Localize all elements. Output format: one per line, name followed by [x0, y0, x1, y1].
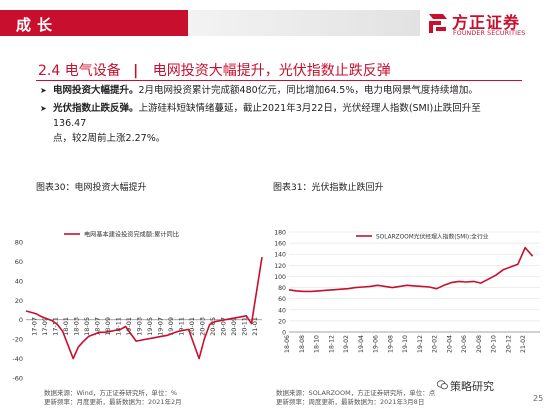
y-tick-label: 40 [278, 307, 286, 314]
section-tag: 成长 [16, 14, 58, 35]
x-tick-label: 18-06 [284, 335, 291, 353]
x-tick-label: 19-08 [387, 335, 394, 353]
y-tick-label: 40 [15, 277, 23, 285]
x-tick-label: 20-10 [491, 335, 498, 353]
y-tick-label: 60 [15, 258, 23, 266]
page-heading: 2.4 电气设备 | 电网投资大幅提升，光伏指数止跌反弹 [38, 60, 391, 80]
series-line [26, 257, 262, 359]
y-tick-label: 80 [278, 285, 286, 292]
y-tick-label: 80 [15, 239, 23, 247]
figure-31-title: 图表31：光伏指数止跌回升 [273, 180, 383, 193]
x-tick-label: 19-04 [358, 335, 365, 353]
y-tick-label: -40 [12, 355, 23, 363]
y-tick-label: 180 [274, 230, 286, 237]
legend-label: 电网基本建设投资完成额:累计同比 [84, 231, 179, 239]
x-tick-label: 18-03 [72, 317, 80, 336]
x-tick-label: 19-11 [177, 317, 185, 336]
bullet-arrow-icon: ➤ [40, 101, 47, 116]
x-tick-label: 19-03 [135, 317, 143, 336]
header-bar: 成长 方正证券 FOUNDER SECURITIES [0, 0, 550, 44]
heading-number: 2.4 电气设备 [38, 63, 121, 79]
y-tick-label: -20 [12, 336, 23, 344]
figure-30-title: 图表30：电网投资大幅提升 [36, 180, 146, 193]
x-tick-label: 20-04 [446, 335, 453, 353]
x-tick-label: 18-09 [104, 317, 112, 336]
y-tick-label: 20 [15, 297, 23, 305]
bullet-text: 电网投资大幅提升。2月电网投资累计完成额480亿元，同比增加64.5%，电力电网… [53, 83, 510, 98]
page-number: 25 [533, 394, 543, 403]
bullet-grid-investment: ➤ 电网投资大幅提升。2月电网投资累计完成额480亿元，同比增加64.5%，电力… [40, 83, 510, 98]
update-line: 更新频率：周度更新，最新数据为：2021年3月8日 [276, 398, 435, 407]
x-tick-label: 19-07 [156, 317, 164, 336]
heading-title: 电网投资大幅提升，光伏指数止跌反弹 [153, 63, 391, 79]
x-tick-label: 21-02 [520, 335, 527, 353]
bullet-body: 2月电网投资累计完成额480亿元，同比增加64.5%，电力电网景气度持续增加。 [139, 85, 478, 96]
wechat-icon [437, 380, 448, 390]
x-tick-label: 19-05 [146, 317, 154, 336]
x-tick-label: 20-12 [505, 335, 512, 353]
x-tick-label: 18-08 [299, 335, 306, 353]
x-tick-label: 17-07 [30, 317, 38, 336]
bullet-arrow-icon: ➤ [40, 83, 47, 98]
source-line: 数据来源：Wind，方正证券研究所，单位：% [44, 389, 182, 398]
x-tick-label: 20-02 [432, 335, 439, 353]
x-tick-label: 20-09 [230, 317, 238, 336]
y-tick-label: 100 [274, 274, 286, 281]
bullet-text: 光伏指数止跌反弹。上游硅料短缺情绪蔓延，截止2021年3月22日，光伏经理人指数… [53, 101, 510, 146]
y-tick-label: 60 [278, 296, 286, 303]
bullet-solar-index: ➤ 光伏指数止跌反弹。上游硅料短缺情绪蔓延，截止2021年3月22日，光伏经理人… [40, 101, 510, 146]
logo-name-en: FOUNDER SECURITIES [453, 30, 525, 37]
figure-31-source: 数据来源：SOLARZOOM，方正证券研究所，单位：点 更新频率：周度更新，最新… [276, 389, 435, 407]
update-line: 更新频率：月度更新，最新数据为：2021年2月 [44, 398, 182, 407]
x-tick-label: 20-08 [476, 335, 483, 353]
x-tick-label: 20-11 [240, 317, 248, 336]
x-tick-label: 18-11 [114, 317, 122, 336]
x-tick-label: 18-05 [83, 317, 91, 336]
legend-label: SOLARZOOM光伏经理人指数(SMI):全行业 [376, 233, 489, 241]
source-line: 数据来源：SOLARZOOM，方正证券研究所，单位：点 [276, 389, 435, 398]
x-tick-label: 20-03 [198, 317, 206, 336]
y-tick-label: 20 [278, 318, 286, 325]
y-tick-label: 120 [274, 263, 286, 270]
y-tick-label: 140 [274, 252, 286, 259]
heading-separator: | [133, 63, 138, 79]
x-tick-label: 18-10 [314, 335, 321, 353]
header-strip [188, 10, 420, 36]
x-tick-label: 19-10 [402, 335, 409, 353]
x-tick-label: 20-01 [188, 317, 196, 336]
y-tick-label: 0 [19, 316, 23, 324]
x-tick-label: 20-05 [209, 317, 217, 336]
bullet-lead: 电网投资大幅提升。 [53, 85, 139, 96]
x-tick-label: 19-02 [343, 335, 350, 353]
founder-logo-icon [427, 11, 449, 35]
y-tick-label: -60 [12, 375, 23, 383]
x-tick-label: 19-06 [373, 335, 380, 353]
x-tick-label: 20-06 [461, 335, 468, 353]
heading-rule [36, 80, 522, 81]
bullet-body-cont: 点，较2周前上涨2.27%。 [53, 133, 165, 144]
y-tick-label: 160 [274, 241, 286, 248]
x-tick-label: 19-12 [417, 335, 424, 353]
bullet-lead: 光伏指数止跌反弹。 [53, 103, 139, 114]
x-tick-label: 18-12 [328, 335, 335, 353]
watermark-text: 策略研究 [450, 378, 494, 394]
figure-30-source: 数据来源：Wind，方正证券研究所，单位：% 更新频率：月度更新，最新数据为：2… [44, 389, 182, 407]
